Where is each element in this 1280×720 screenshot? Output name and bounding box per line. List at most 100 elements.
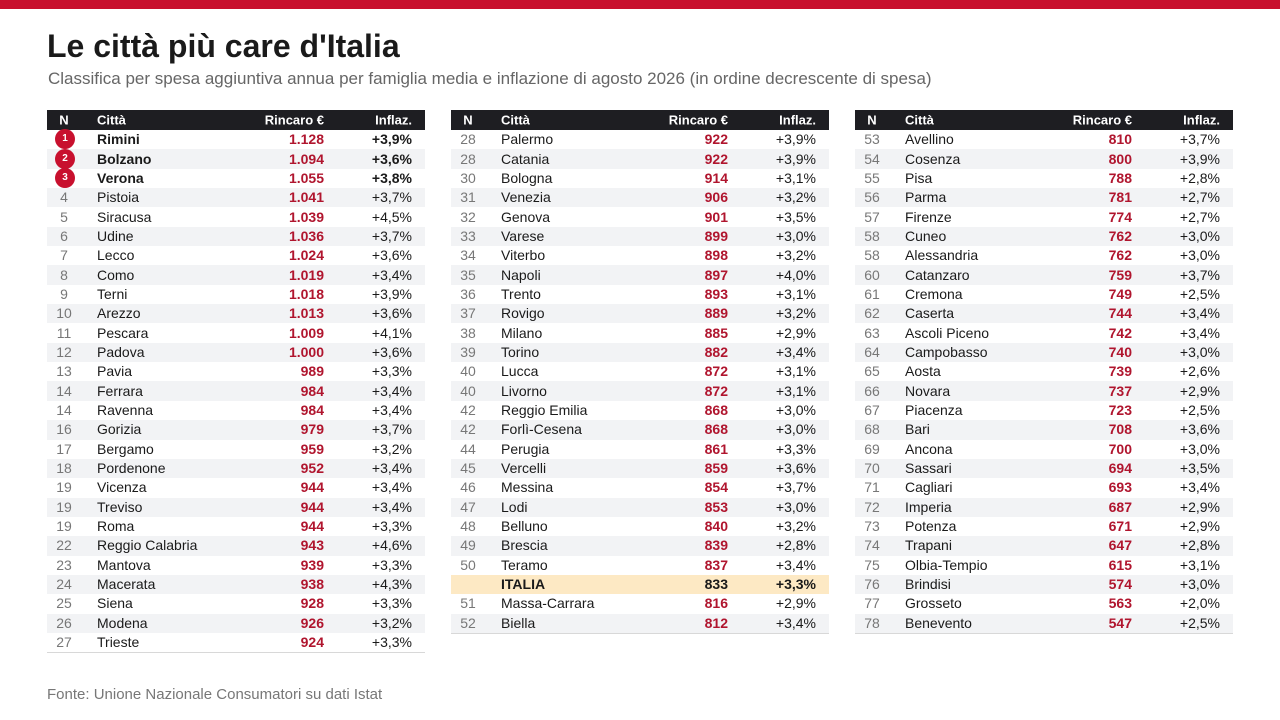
table-row: 28 Palermo 922 +3,9% — [451, 130, 829, 149]
table-row: 62 Caserta 744 +3,4% — [855, 304, 1233, 324]
city-name: Varese — [501, 227, 545, 244]
table-row: 19 Roma 944 +3,3% — [47, 517, 425, 536]
city-name: Catanzaro — [905, 266, 970, 283]
inflation-value: +3,7% — [371, 189, 412, 206]
city-name: Belluno — [501, 518, 548, 535]
table-row: 16 Gorizia 979 +3,7% — [47, 420, 425, 440]
rank-number: 14 — [56, 382, 72, 399]
city-name: Lucca — [501, 363, 539, 380]
inflation-value: +3,4% — [1179, 479, 1220, 496]
page-subtitle: Classifica per spesa aggiuntiva annua pe… — [48, 69, 932, 88]
city-name: Ferrara — [97, 382, 143, 399]
city-name: Massa-Carrara — [501, 595, 595, 612]
source-note: Fonte: Unione Nazionale Consumatori su d… — [47, 686, 383, 703]
table-row: 74 Trapani 647 +2,8% — [855, 536, 1233, 556]
rank-number: 52 — [460, 614, 476, 631]
city-name: Teramo — [501, 556, 548, 573]
extra-cost-value: 740 — [1108, 343, 1132, 360]
table-row: 65 Aosta 739 +2,6% — [855, 362, 1233, 381]
rank-medal: 3 — [55, 167, 75, 188]
rank-number: 30 — [460, 169, 476, 186]
extra-cost-value: 759 — [1108, 266, 1132, 283]
table-row: 50 Teramo 837 +3,4% — [451, 556, 829, 575]
rank-number: 50 — [460, 556, 476, 573]
inflation-value: +3,2% — [775, 518, 816, 535]
table-row: 14 Ferrara 984 +3,4% — [47, 381, 425, 401]
city-name: Bari — [905, 421, 930, 438]
header-rank: N — [59, 112, 69, 128]
rank-number: 22 — [56, 537, 72, 554]
inflation-value: +3,9% — [1179, 150, 1220, 167]
rank-number: 64 — [864, 343, 880, 360]
extra-cost-value: 924 — [300, 634, 324, 651]
inflation-value: +3,5% — [775, 208, 816, 225]
inflation-value: +3,1% — [775, 285, 816, 302]
rank-number: 65 — [864, 363, 880, 380]
city-name: Reggio Calabria — [97, 537, 198, 554]
rank-number: 56 — [864, 189, 880, 206]
table-row: 28 Catania 922 +3,9% — [451, 149, 829, 169]
extra-cost-value: 837 — [704, 556, 728, 573]
city-name: Pistoia — [97, 189, 140, 206]
extra-cost-value: 708 — [1108, 421, 1132, 438]
inflation-value: +2,7% — [1179, 208, 1220, 225]
ranking-table-3: N Città Rincaro € Inflaz. 53 Avellino 810 +3,7%… — [855, 110, 1233, 634]
extra-cost-value: 893 — [704, 285, 728, 302]
extra-cost-value: 1.039 — [288, 208, 324, 225]
extra-cost-value: 833 — [704, 576, 728, 593]
extra-cost-value: 901 — [704, 208, 728, 225]
inflation-value: +4,0% — [775, 266, 816, 283]
city-name: Vercelli — [501, 460, 547, 477]
city-name: Rimini — [97, 131, 140, 148]
inflation-value: +3,9% — [775, 150, 816, 167]
rank-number: 63 — [864, 324, 880, 341]
inflation-value: +3,2% — [371, 440, 412, 457]
rank-number: 55 — [864, 169, 880, 186]
extra-cost-value: 840 — [704, 518, 728, 535]
inflation-value: +3,0% — [1179, 440, 1220, 457]
rank-number: 49 — [460, 537, 476, 554]
inflation-value: +3,0% — [775, 227, 816, 244]
extra-cost-value: 737 — [1108, 382, 1132, 399]
city-name: Lecco — [97, 247, 135, 264]
city-name: Imperia — [905, 498, 952, 515]
table-row: 55 Pisa 788 +2,8% — [855, 169, 1233, 188]
extra-cost-value: 868 — [704, 421, 728, 438]
rank-number: 69 — [864, 440, 880, 457]
inflation-value: +3,7% — [775, 479, 816, 496]
inflation-value: +3,0% — [1179, 227, 1220, 244]
inflation-value: +3,3% — [371, 518, 412, 535]
inflation-value: +2,8% — [775, 537, 816, 554]
city-name: Siena — [97, 595, 133, 612]
table-row: 61 Cremona 749 +2,5% — [855, 285, 1233, 304]
city-name: Torino — [501, 343, 540, 360]
extra-cost-value: 1.013 — [288, 305, 324, 322]
extra-cost-value: 781 — [1108, 189, 1132, 206]
city-name: Siracusa — [97, 208, 152, 225]
rank-number: 34 — [460, 247, 476, 264]
extra-cost-value: 774 — [1108, 208, 1132, 225]
table-row: 78 Benevento 547 +2,5% — [855, 613, 1233, 633]
city-name: Gorizia — [97, 421, 142, 438]
table-header: N Città Rincaro € Inflaz. — [451, 110, 829, 130]
extra-cost-value: 885 — [704, 324, 728, 341]
table-row: 22 Reggio Calabria 943 +4,6% — [47, 536, 425, 556]
rank-number: 8 — [60, 266, 68, 283]
table-row: 58 Cuneo 762 +3,0% — [855, 226, 1233, 247]
rank-number: 67 — [864, 401, 880, 418]
table-row: 47 Lodi 853 +3,0% — [451, 497, 829, 517]
header-rank: N — [463, 112, 473, 128]
inflation-value: +3,6% — [371, 150, 412, 167]
extra-cost-value: 939 — [300, 556, 324, 573]
table-row: 56 Parma 781 +2,7% — [855, 188, 1233, 208]
city-name: Arezzo — [97, 305, 141, 322]
inflation-value: +3,7% — [1179, 266, 1220, 283]
table-row: 2 Bolzano 1.094 +3,6% — [47, 148, 425, 169]
city-name: Olbia-Tempio — [905, 556, 988, 573]
extra-cost-value: 800 — [1108, 150, 1132, 167]
extra-cost-value: 989 — [300, 363, 324, 380]
extra-cost-value: 671 — [1108, 518, 1132, 535]
extra-cost-value: 812 — [704, 614, 728, 631]
table-row: 36 Trento 893 +3,1% — [451, 285, 829, 304]
table-row: 38 Milano 885 +2,9% — [451, 323, 829, 342]
